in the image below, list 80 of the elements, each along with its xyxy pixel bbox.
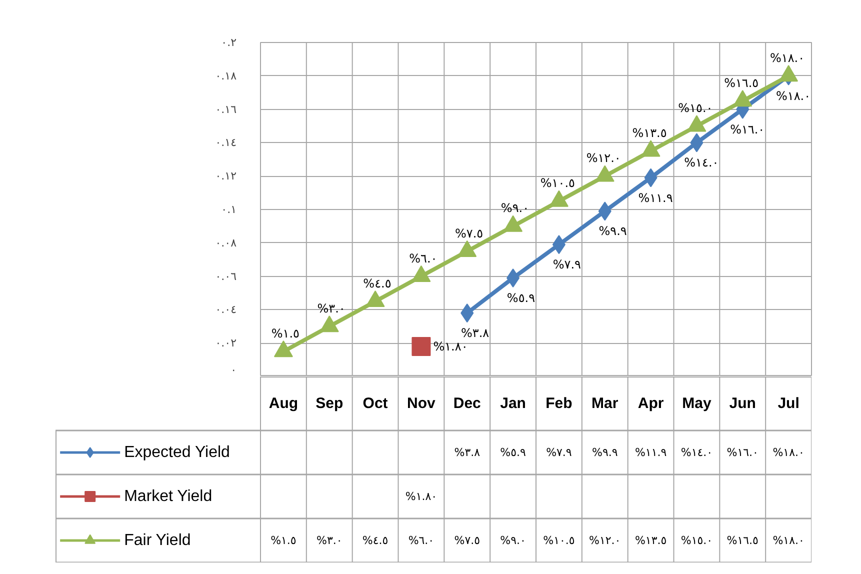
text: %٩.٩ (598, 224, 627, 238)
x-tick-label: Jan (500, 395, 526, 412)
x-tick-label: May (682, 395, 712, 412)
text: %١٠.٥ (540, 176, 575, 190)
data-label: %١٨.٠ (772, 446, 804, 459)
text: %٣.٠ (317, 301, 346, 316)
data-label: %٣.٨ (454, 446, 480, 459)
point (412, 265, 431, 282)
text: %١٦.٥ (724, 76, 759, 90)
text: %٦.٠ (409, 251, 438, 266)
x-tick-label: Dec (453, 395, 481, 412)
y-tick-label: ٠.٠٢ (215, 336, 237, 350)
text: %١٨.٠ (770, 50, 805, 65)
data-label: %١٥.٠ (680, 534, 713, 547)
text: %١٨.٠ (776, 88, 811, 103)
x-tick-label: Jul (778, 395, 800, 412)
data-label: %٧.٥ (454, 534, 480, 547)
point (320, 316, 339, 332)
y-tick-label: ٠ (230, 364, 237, 376)
text: %٤.٥ (363, 276, 392, 290)
text: %٥.٩ (506, 290, 536, 305)
data-label: %١٦.٠ (726, 446, 758, 459)
data-label: %٩.٩ (592, 446, 618, 459)
text: %١٦.٠ (730, 122, 765, 136)
data-label: %٣.٠ (316, 534, 342, 547)
y-tick-label: ٠.١٢ (215, 170, 237, 183)
point (733, 90, 752, 107)
data-label: %١٠.٥ (543, 534, 575, 547)
text: %٣.٨ (461, 326, 490, 340)
point (549, 190, 568, 207)
text: %٧.٩ (552, 258, 581, 272)
text: %١.٨٠ (405, 490, 438, 503)
data-label: %٦.٠ (408, 534, 434, 547)
x-tick-label: Mar (592, 395, 618, 412)
point (687, 115, 706, 132)
data-label: %٧.٩ (546, 446, 572, 459)
legend-label: Expected Yield (124, 444, 230, 461)
text: %١٥.٠ (678, 101, 713, 115)
x-tick-label: Aug (268, 395, 298, 412)
data-label: %٩.٠ (500, 534, 526, 547)
data-label: %١٨.٠ (772, 534, 804, 547)
y-tick-label: ٠.٢ (221, 36, 237, 49)
point (458, 240, 477, 257)
point (366, 290, 385, 308)
data-label: %١٤.٠ (680, 446, 713, 459)
text: %١٤.٠ (684, 156, 719, 170)
x-tick-label: Jun (729, 395, 756, 412)
y-tick-label: ٠.٠٨ (215, 236, 237, 250)
data-label: %٥.٩ (500, 446, 526, 459)
data-label: %١٢.٠ (589, 534, 621, 547)
data-label: %١.٥ (270, 534, 296, 547)
x-tick-label: Apr (638, 395, 664, 412)
point (641, 140, 660, 157)
text: %١.٥ (271, 326, 300, 340)
point (504, 215, 523, 232)
point (274, 340, 293, 358)
text: %٩.٠ (500, 201, 530, 216)
data-label: %١.٨٠ (433, 339, 468, 354)
data-label: %١٦.٥ (726, 534, 759, 547)
data-label: %٤.٥ (362, 534, 388, 547)
x-tick-label: Nov (407, 395, 436, 412)
y-tick-label: ٠.٠٦ (215, 270, 237, 283)
y-tick-label: ٠.٠٤ (215, 303, 237, 316)
text: %٧.٥ (455, 226, 484, 240)
y-tick-label: ٠.١٤ (215, 136, 237, 150)
x-tick-label: Oct (362, 395, 388, 412)
legend-label: Market Yield (124, 488, 212, 505)
text: %١١.٩ (638, 190, 673, 205)
x-tick-label: Sep (316, 395, 344, 412)
x-tick-label: Feb (546, 395, 572, 412)
point (595, 165, 614, 182)
text: %١٢.٠ (586, 151, 621, 166)
y-tick-label: ٠.١٦ (215, 102, 237, 116)
point (779, 65, 798, 82)
y-tick-label: ٠.١٨ (215, 69, 237, 82)
text: %١٣.٥ (632, 126, 667, 140)
data-label: %١٣.٥ (634, 534, 667, 547)
data-label: %١١.٩ (634, 446, 667, 459)
y-tick-label: ٠.١ (221, 203, 237, 216)
legend-label: Fair Yield (124, 532, 191, 549)
